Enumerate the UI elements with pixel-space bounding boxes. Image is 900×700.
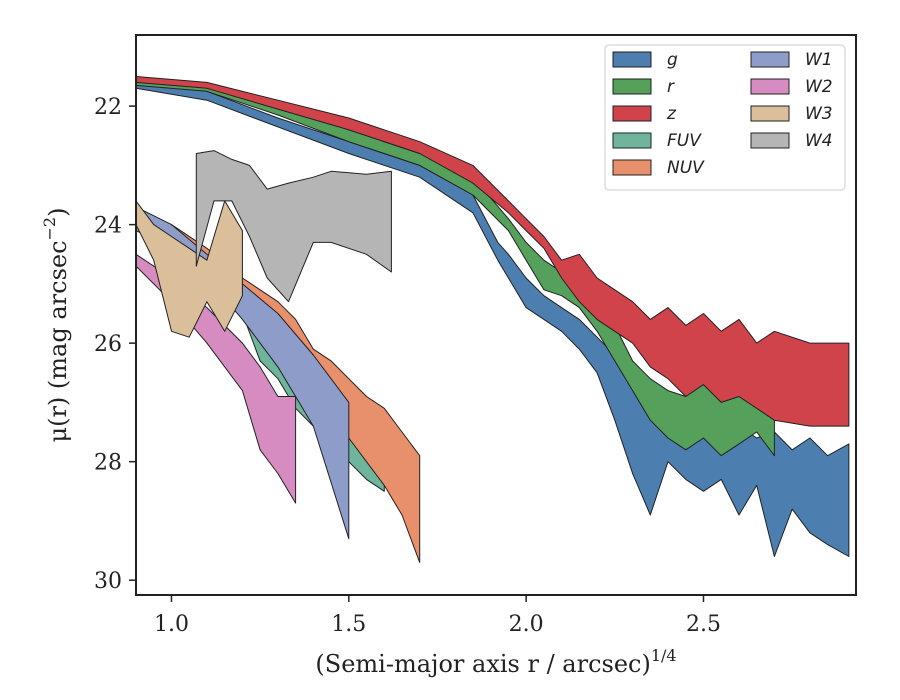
x-axis-label: (Semi-major axis r / arcsec)1/4 xyxy=(315,646,676,678)
band-z xyxy=(135,76,850,427)
legend-label-r: r xyxy=(667,77,675,97)
legend-label-w1: W1 xyxy=(805,50,833,70)
band-r xyxy=(135,78,775,457)
x-tick-label: 2.0 xyxy=(509,612,544,637)
profile-bands xyxy=(135,76,850,563)
x-axis-ticks: 1.0 1.5 2.0 2.5 xyxy=(154,595,721,637)
legend-label-w2: W2 xyxy=(805,77,833,97)
legend-swatch-r xyxy=(612,78,652,95)
y-tick-label: 26 xyxy=(94,332,122,357)
band-w3 xyxy=(135,200,243,338)
y-tick-label: 24 xyxy=(94,214,122,239)
y-axis-label-exponent: −2 xyxy=(40,217,59,241)
x-tick-label: 2.5 xyxy=(686,612,721,637)
legend-swatch-w1 xyxy=(750,51,790,68)
x-tick-label: 1.0 xyxy=(154,612,189,637)
legend-label-fuv: FUV xyxy=(667,131,702,151)
legend-swatch-w4 xyxy=(750,132,790,149)
x-tick-label: 1.5 xyxy=(331,612,366,637)
y-tick-label: 22 xyxy=(94,95,122,120)
legend-swatch-fuv xyxy=(612,132,652,149)
y-axis-label: μ(r) (mag arcsec−2) xyxy=(40,208,72,443)
legend-label-w3: W3 xyxy=(805,104,833,124)
legend-label-nuv: NUV xyxy=(667,158,705,178)
x-axis-label-exponent: 1/4 xyxy=(651,646,677,665)
legend-swatch-nuv xyxy=(612,159,652,176)
y-axis-label-text: μ(r) (mag arcsec xyxy=(44,240,72,442)
y-tick-label: 30 xyxy=(94,569,122,594)
legend-label-w4: W4 xyxy=(805,131,833,151)
legend-label-z: z xyxy=(666,104,677,124)
legend-label-g: g xyxy=(667,50,678,70)
legend: grz FUV NUV W1 W2 W3 W4 xyxy=(604,44,846,191)
legend-swatch-z xyxy=(612,105,652,122)
plot-frame xyxy=(135,34,857,596)
legend-swatch-w2 xyxy=(750,78,790,95)
y-tick-label: 28 xyxy=(94,451,122,476)
band-w4 xyxy=(195,150,392,303)
y-axis-ticks: 22 24 26 28 30 xyxy=(94,95,136,594)
legend-swatch-w3 xyxy=(750,105,790,122)
y-axis-label-close: ) xyxy=(44,208,72,217)
x-axis-label-text: (Semi-major axis r / arcsec) xyxy=(315,650,650,678)
legend-swatch-g xyxy=(612,51,652,68)
